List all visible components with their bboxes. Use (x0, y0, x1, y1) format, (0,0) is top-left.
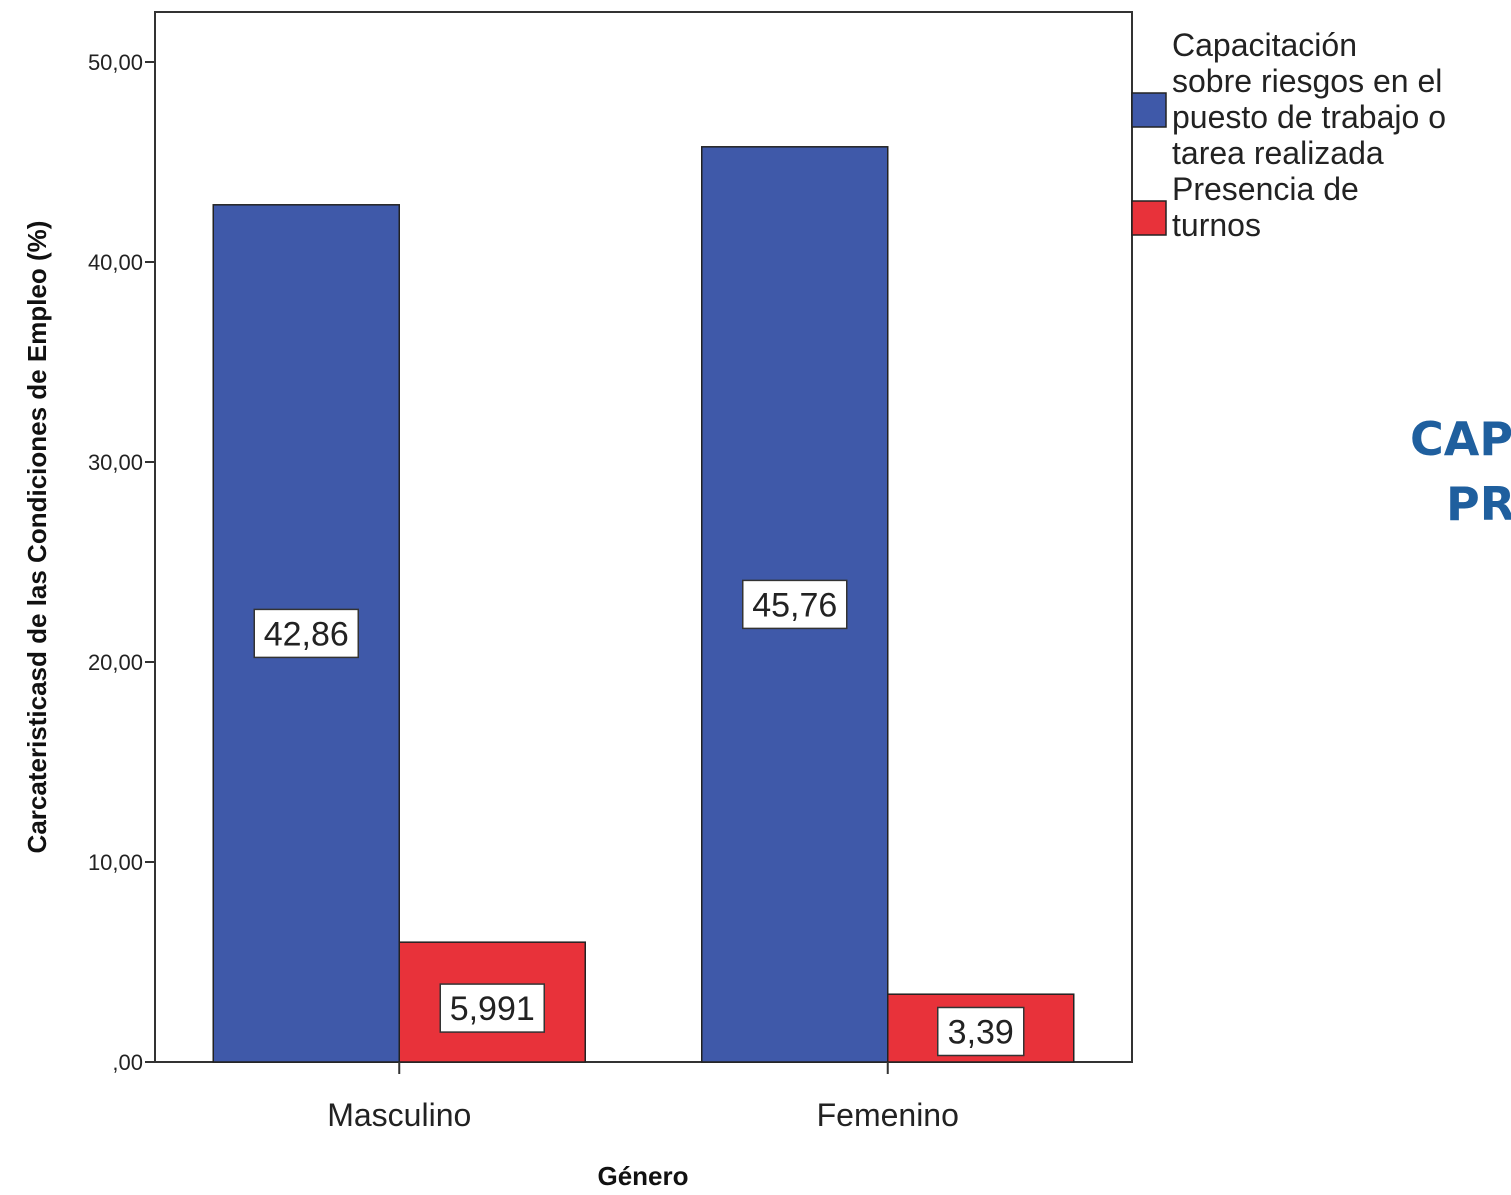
legend-label: Capacitación (1172, 27, 1357, 63)
data-label: 45,76 (752, 586, 837, 624)
x-axis: Masculino Femenino (327, 1062, 959, 1133)
legend-label: puesto de trabajo o (1172, 99, 1446, 135)
y-tick-label: 20,00 (88, 650, 143, 675)
legend-label: Presencia de (1172, 171, 1359, 207)
data-label-box (937, 1006, 1025, 1057)
y-axis: ,00 10,00 20,00 30,00 40,00 50,00 (88, 50, 155, 1075)
y-tick-label: 50,00 (88, 50, 143, 75)
x-tick-label: Femenino (817, 1097, 959, 1133)
side-text: CAP PR (1410, 412, 1511, 531)
y-tick-label: ,00 (112, 1050, 143, 1075)
y-tick-label: 30,00 (88, 450, 143, 475)
data-label-box (439, 983, 545, 1033)
side-text-line-2: PR (1446, 477, 1511, 531)
x-axis-title: Género (597, 1161, 688, 1191)
y-tick-label: 10,00 (88, 850, 143, 875)
data-label: 3,39 (948, 1013, 1014, 1051)
data-label: 42,86 (264, 615, 349, 653)
legend-label: tarea realizada (1172, 135, 1384, 171)
legend-label: sobre riesgos en el (1172, 63, 1442, 99)
y-tick-label: 40,00 (88, 250, 143, 275)
data-label-box (742, 579, 848, 630)
legend-swatch (1131, 200, 1167, 236)
bars: 42,86 5,991 45,76 3,39 (212, 146, 1075, 1063)
side-text-line-1: CAP (1410, 412, 1511, 466)
y-axis-title: Carcateristicasd de las Condiciones de E… (22, 221, 52, 854)
legend-label: turnos (1172, 207, 1261, 243)
data-label-box (253, 608, 359, 659)
data-label: 5,991 (450, 990, 535, 1028)
legend-swatch (1131, 92, 1167, 128)
x-tick-label: Masculino (327, 1097, 471, 1133)
